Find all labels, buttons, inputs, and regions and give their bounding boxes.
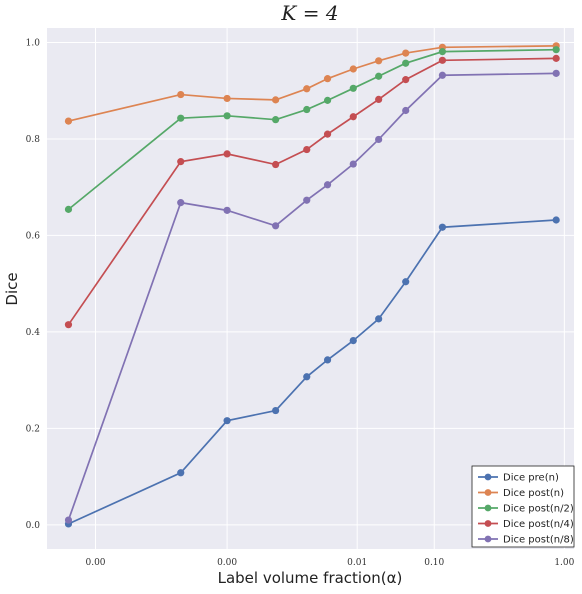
x-axis-ticks: 0.00 0.00 0.01 0.10 1.00 bbox=[85, 558, 574, 568]
data-point bbox=[64, 321, 73, 329]
x-axis-label: Label volume fraction(α) bbox=[218, 569, 403, 587]
data-point bbox=[323, 75, 332, 83]
data-point bbox=[223, 94, 231, 103]
data-point bbox=[349, 160, 357, 168]
data-point bbox=[552, 216, 560, 224]
data-point bbox=[223, 112, 231, 120]
data-point bbox=[375, 57, 383, 65]
data-series bbox=[64, 42, 560, 528]
data-point bbox=[552, 54, 560, 62]
x-tick-label: 1.00 bbox=[554, 558, 574, 568]
data-point bbox=[272, 160, 280, 169]
y-tick-label: 0.0 bbox=[26, 521, 41, 531]
data-point bbox=[375, 72, 383, 80]
data-point bbox=[64, 516, 73, 524]
legend: Dice pre(n) Dice post(n) Dice post(n/2) Dic… bbox=[471, 465, 575, 548]
y-axis-label: Dice bbox=[3, 272, 21, 305]
data-point bbox=[438, 48, 447, 56]
plot-background bbox=[47, 28, 574, 549]
legend-marker bbox=[484, 504, 492, 512]
data-point bbox=[272, 116, 280, 124]
data-point bbox=[272, 222, 280, 230]
data-point bbox=[177, 114, 185, 122]
data-point bbox=[402, 49, 410, 57]
y-tick-label: 0.8 bbox=[26, 135, 41, 145]
data-point bbox=[303, 196, 311, 204]
legend-marker bbox=[484, 489, 492, 496]
data-point bbox=[323, 130, 332, 138]
data-point bbox=[64, 205, 73, 213]
y-tick-label: 0.4 bbox=[26, 328, 41, 338]
x-tick-label: 0.10 bbox=[424, 558, 444, 568]
chart-title: K = 4 bbox=[280, 1, 338, 25]
data-point bbox=[177, 199, 185, 207]
data-point bbox=[303, 373, 311, 381]
y-tick-label: 0.2 bbox=[26, 424, 40, 434]
data-point bbox=[303, 145, 311, 154]
data-point bbox=[438, 223, 447, 231]
y-tick-label: 0.6 bbox=[26, 231, 41, 241]
series-1 bbox=[64, 216, 560, 528]
data-point bbox=[303, 85, 311, 93]
data-point bbox=[272, 406, 280, 415]
data-point bbox=[177, 469, 185, 477]
data-point bbox=[375, 95, 383, 103]
legend-label: Dice post(n/4) bbox=[503, 519, 574, 530]
series-3 bbox=[64, 46, 560, 213]
legend-label: Dice post(n) bbox=[503, 488, 564, 499]
series-4 bbox=[64, 54, 560, 329]
data-point bbox=[349, 84, 357, 92]
data-point bbox=[64, 117, 73, 125]
data-point bbox=[402, 59, 410, 67]
legend-marker bbox=[484, 520, 492, 527]
data-point bbox=[303, 105, 311, 114]
data-point bbox=[323, 356, 332, 364]
x-tick-label: 0.00 bbox=[217, 558, 237, 568]
data-point bbox=[177, 90, 185, 99]
data-point bbox=[402, 106, 410, 115]
data-point bbox=[223, 206, 231, 214]
y-axis-ticks: 0.0 0.2 0.4 0.6 0.8 1.0 bbox=[26, 38, 41, 530]
x-tick-label: 0.00 bbox=[85, 558, 105, 568]
data-point bbox=[177, 158, 185, 166]
data-point bbox=[438, 71, 447, 79]
data-point bbox=[349, 337, 357, 345]
series-5 bbox=[64, 69, 560, 524]
data-point bbox=[349, 113, 357, 121]
data-point bbox=[552, 46, 560, 54]
data-point bbox=[438, 56, 447, 64]
data-point bbox=[375, 135, 383, 144]
data-point bbox=[402, 76, 410, 84]
legend-label: Dice post(n/8) bbox=[503, 535, 574, 546]
data-point bbox=[349, 65, 357, 73]
legend-marker bbox=[484, 473, 492, 481]
data-point bbox=[552, 69, 560, 77]
data-point bbox=[272, 96, 280, 104]
x-tick-label: 0.01 bbox=[347, 558, 367, 568]
data-point bbox=[402, 278, 410, 286]
legend-marker bbox=[484, 535, 492, 543]
data-point bbox=[323, 96, 332, 104]
data-point bbox=[223, 417, 231, 425]
y-tick-label: 1.0 bbox=[26, 38, 41, 48]
data-point bbox=[323, 181, 332, 189]
legend-label: Dice pre(n) bbox=[503, 473, 559, 484]
data-point bbox=[375, 315, 383, 323]
legend-label: Dice post(n/2) bbox=[503, 504, 574, 515]
data-point bbox=[223, 150, 231, 158]
